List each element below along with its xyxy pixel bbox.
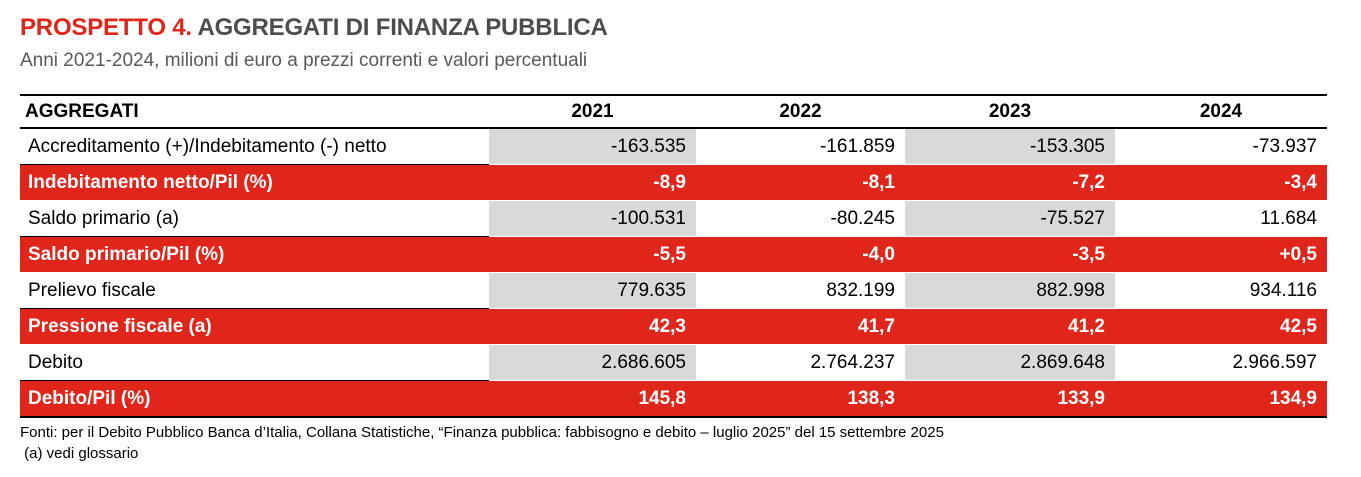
row-label: Prelievo fiscale — [20, 272, 489, 309]
cell-value-2022: 832.199 — [696, 272, 905, 309]
row-label: Saldo primario (a) — [20, 200, 489, 237]
cell-value-2021: -5,5 — [489, 236, 696, 273]
cell-value-2022: 2.764.237 — [696, 344, 905, 381]
table-row: Pressione fiscale (a) 42,3 41,7 41,2 42,5 — [20, 308, 1327, 345]
cell-value-2023: 2.869.648 — [905, 344, 1115, 381]
cell-value-2024: 134,9 — [1115, 380, 1327, 418]
table-row: Accreditamento (+)/Indebitamento (-) net… — [20, 128, 1327, 165]
table-row: Prelievo fiscale 779.635 832.199 882.998 934… — [20, 272, 1327, 309]
table-row: Saldo primario (a) -100.531 -80.245 -75.527… — [20, 200, 1327, 237]
cell-value-2023: 882.998 — [905, 272, 1115, 309]
title-prefix: PROSPETTO 4. — [20, 14, 192, 41]
cell-value-2024: 934.116 — [1115, 272, 1327, 309]
row-label: Debito/Pil (%) — [20, 380, 489, 418]
column-header-2024: 2024 — [1115, 94, 1327, 129]
cell-value-2022: -80.245 — [696, 200, 905, 237]
cell-value-2024: 2.966.597 — [1115, 344, 1327, 381]
table-body: Accreditamento (+)/Indebitamento (-) net… — [20, 128, 1327, 418]
cell-value-2023: 133,9 — [905, 380, 1115, 418]
column-header-2021: 2021 — [489, 94, 696, 129]
row-label: Indebitamento netto/Pil (%) — [20, 164, 489, 201]
title-main: AGGREGATI DI FINANZA PUBBLICA — [197, 14, 608, 41]
cell-value-2023: -7,2 — [905, 164, 1115, 201]
table-row: Debito 2.686.605 2.764.237 2.869.648 2.966.5… — [20, 344, 1327, 381]
table-row: Debito/Pil (%) 145,8 138,3 133,9 134,9 — [20, 380, 1327, 418]
column-header-2022: 2022 — [696, 94, 905, 129]
cell-value-2022: -8,1 — [696, 164, 905, 201]
cell-value-2023: -3,5 — [905, 236, 1115, 273]
aggregates-table: AGGREGATI 2021 2022 2023 2024 Accreditam… — [20, 94, 1327, 418]
cell-value-2022: 138,3 — [696, 380, 905, 418]
cell-value-2023: -75.527 — [905, 200, 1115, 237]
table-row: Indebitamento netto/Pil (%) -8,9 -8,1 -7,2-… — [20, 164, 1327, 201]
cell-value-2024: -3,4 — [1115, 164, 1327, 201]
cell-value-2021: 2.686.605 — [489, 344, 696, 381]
cell-value-2021: -8,9 — [489, 164, 696, 201]
source-note: Fonti: per il Debito Pubblico Banca d’It… — [20, 424, 944, 441]
cell-value-2022: -4,0 — [696, 236, 905, 273]
row-label: Accreditamento (+)/Indebitamento (-) net… — [20, 128, 489, 165]
cell-value-2024: +0,5 — [1115, 236, 1327, 273]
cell-value-2024: 11.684 — [1115, 200, 1327, 237]
table-header-row: AGGREGATI 2021 2022 2023 2024 — [20, 94, 1327, 129]
cell-value-2024: -73.937 — [1115, 128, 1327, 165]
cell-value-2021: -100.531 — [489, 200, 696, 237]
cell-value-2024: 42,5 — [1115, 308, 1327, 345]
cell-value-2021: -163.535 — [489, 128, 696, 165]
cell-value-2023: -153.305 — [905, 128, 1115, 165]
table-row: Saldo primario/Pil (%) -5,5 -4,0 -3,5 +0,5 — [20, 236, 1327, 273]
page-title: PROSPETTO 4. AGGREGATI DI FINANZA PUBBLI… — [20, 14, 608, 42]
column-header-2023: 2023 — [905, 94, 1115, 129]
cell-value-2021: 145,8 — [489, 380, 696, 418]
table-notes: Fonti: per il Debito Pubblico Banca d’It… — [20, 422, 944, 464]
cell-value-2023: 41,2 — [905, 308, 1115, 345]
column-header-aggregati: AGGREGATI — [20, 94, 489, 129]
cell-value-2022: 41,7 — [696, 308, 905, 345]
cell-value-2021: 42,3 — [489, 308, 696, 345]
row-label: Saldo primario/Pil (%) — [20, 236, 489, 273]
cell-value-2021: 779.635 — [489, 272, 696, 309]
row-label: Pressione fiscale (a) — [20, 308, 489, 345]
row-label: Debito — [20, 344, 489, 381]
glossary-footnote: (a) vedi glossario — [20, 445, 139, 462]
page-subtitle: Anni 2021-2024, milioni di euro a prezzi… — [20, 50, 588, 71]
cell-value-2022: -161.859 — [696, 128, 905, 165]
